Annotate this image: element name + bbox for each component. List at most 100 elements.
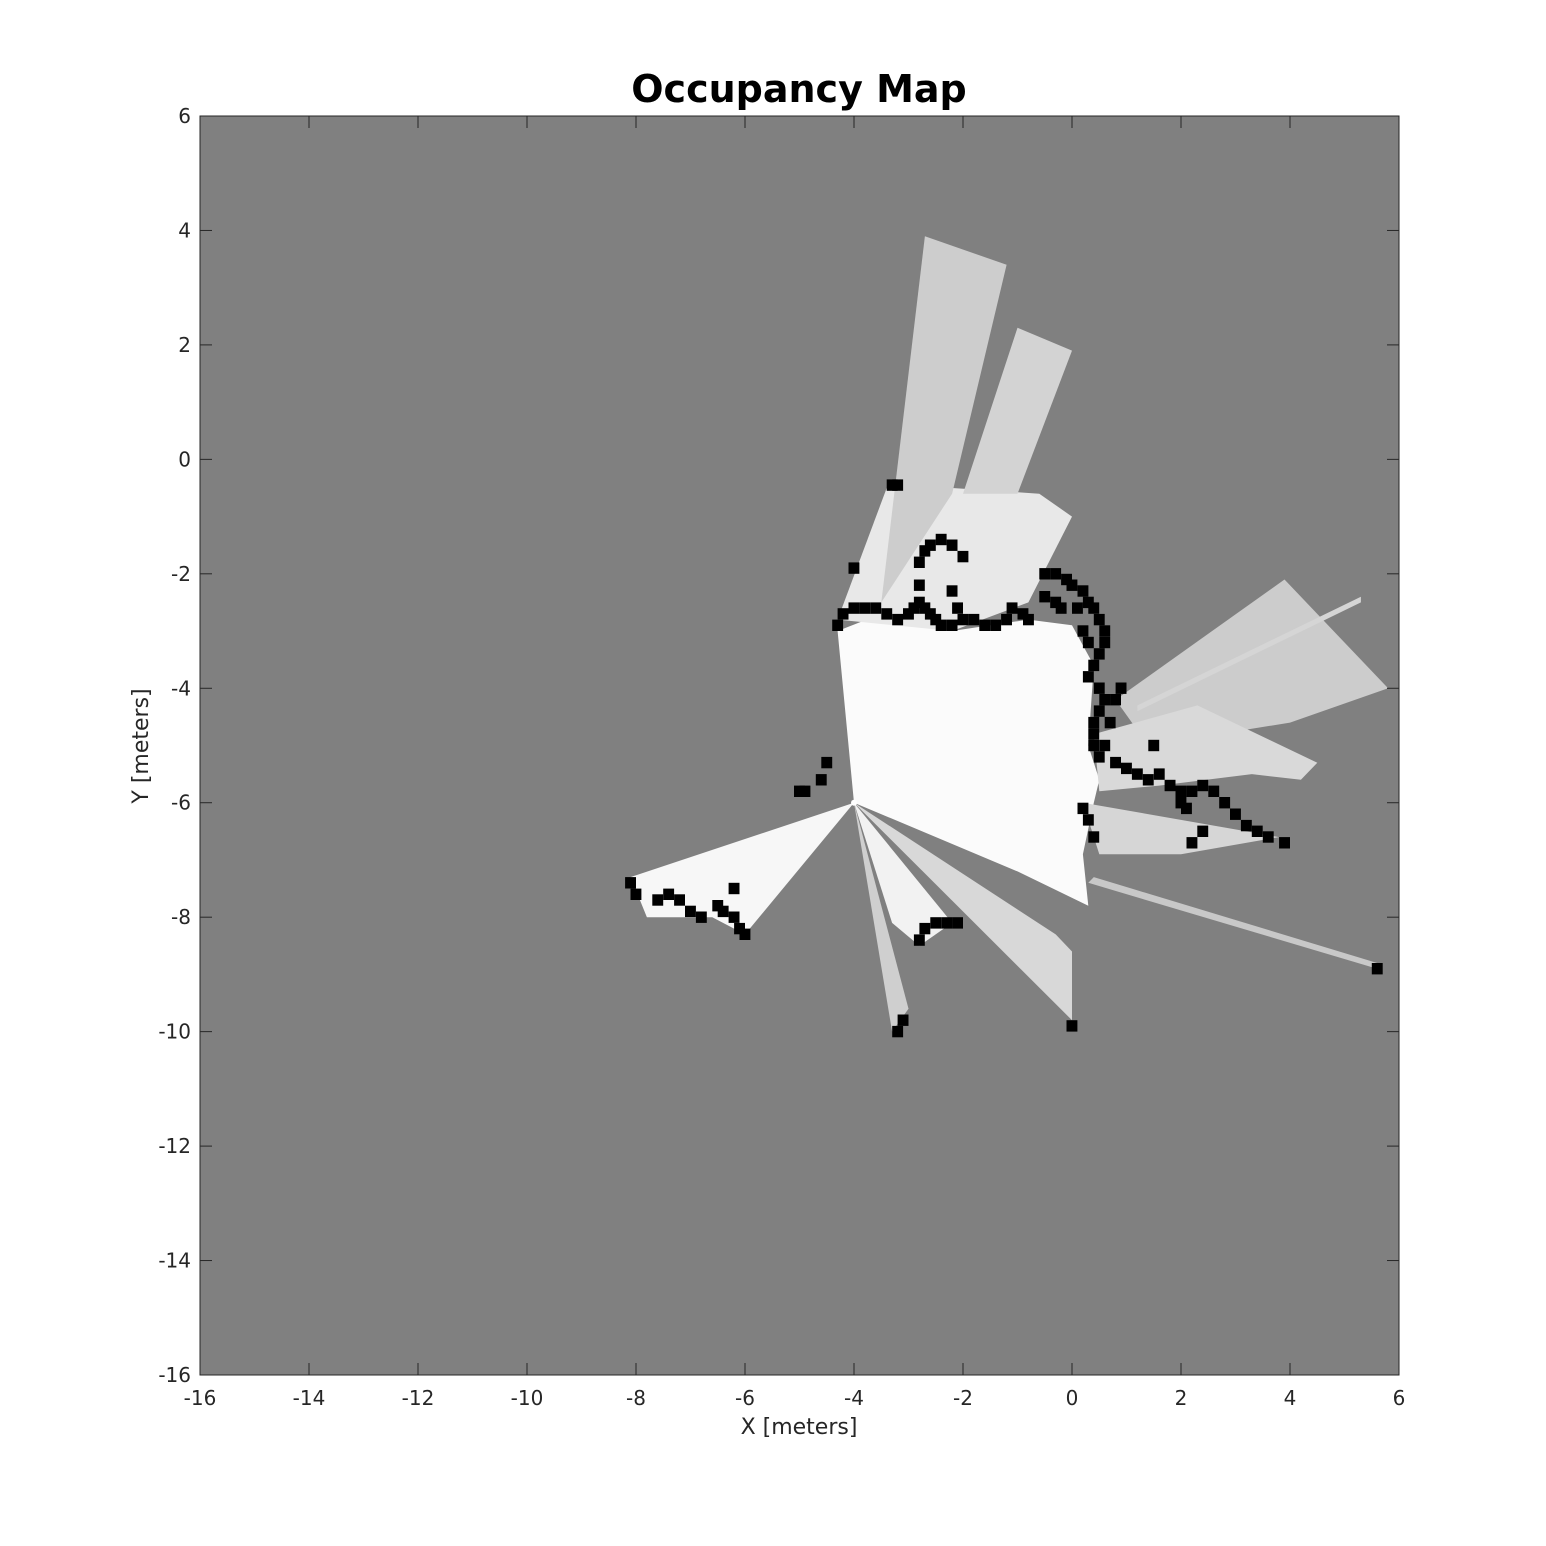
occupied-cell — [1088, 728, 1100, 740]
y-tick-label: -16 — [158, 1363, 191, 1387]
occupied-cell — [1066, 579, 1078, 591]
occupied-cell — [941, 917, 953, 929]
occupied-cell — [1279, 837, 1290, 849]
x-axis-label: X [meters] — [741, 1415, 858, 1440]
occupied-cell — [837, 608, 849, 620]
y-tick-label: -2 — [171, 562, 191, 586]
occupied-cell — [952, 917, 963, 929]
occupied-cell — [1110, 756, 1121, 769]
occupied-cell — [903, 608, 914, 620]
occupied-cell — [674, 894, 685, 906]
occupied-cell — [630, 888, 642, 900]
occupied-cell — [1110, 694, 1121, 706]
occupied-cell — [794, 785, 805, 797]
free-region-left-wedge — [630, 802, 854, 935]
occupied-cell — [1039, 591, 1051, 603]
occupied-cell — [1121, 762, 1132, 775]
x-tick-label: -12 — [402, 1386, 435, 1410]
free-region-east-fan-3 — [1082, 802, 1280, 855]
occupied-cell — [913, 596, 925, 609]
y-tick-label: 0 — [178, 447, 191, 471]
occupied-cell — [946, 585, 958, 597]
occupied-cell — [1001, 613, 1012, 626]
occupied-cell — [1371, 963, 1383, 975]
y-tick-label: -14 — [158, 1249, 191, 1273]
x-tick-label: -10 — [511, 1386, 544, 1410]
occupied-cell — [652, 894, 664, 906]
sensor-origin — [851, 799, 857, 806]
free-region-east-fan-2 — [1093, 705, 1318, 792]
occupied-cell — [1153, 768, 1165, 780]
occupied-cell — [946, 539, 958, 551]
x-tick-label: -8 — [626, 1386, 646, 1410]
free-region-lower-ray-2 — [854, 802, 1072, 1021]
occupied-cell — [919, 602, 931, 614]
occupied-cell — [815, 774, 827, 786]
free-region-lower-ray-1 — [854, 802, 909, 1032]
occupied-cell — [685, 905, 696, 918]
occupied-cell — [1251, 825, 1263, 837]
occupied-cell — [1039, 568, 1051, 580]
occupied-cell — [1017, 608, 1029, 620]
y-tick-label: 2 — [178, 333, 191, 357]
occupied-cell — [821, 756, 833, 769]
y-axis-label: Y [meters] — [129, 688, 154, 804]
occupied-cell — [1082, 671, 1094, 683]
occupied-cell — [1131, 768, 1143, 780]
occupied-cell — [1175, 785, 1187, 797]
free-region-east-ray-up — [1137, 596, 1361, 712]
y-tick-label: -10 — [158, 1020, 191, 1044]
occupied-cell — [1082, 814, 1094, 826]
occupied-cell — [1208, 785, 1220, 797]
occupied-cell — [1055, 602, 1067, 614]
occupied-cell — [913, 556, 925, 568]
occupied-cell — [739, 928, 751, 940]
occupied-cell — [952, 602, 963, 614]
occupied-cell — [957, 550, 969, 563]
occupied-cell — [1023, 613, 1034, 626]
occupied-cell — [1142, 774, 1154, 786]
occupied-cell — [1186, 837, 1198, 849]
occupied-cell — [1006, 602, 1018, 614]
occupied-cell — [919, 922, 931, 935]
occupied-cell — [892, 1025, 904, 1038]
occupied-cell — [968, 613, 980, 626]
occupied-cell — [957, 613, 969, 626]
map-layer — [625, 236, 1389, 1038]
occupied-cell — [1148, 739, 1160, 752]
occupied-cell — [1186, 785, 1198, 797]
y-tick-label: -8 — [171, 905, 191, 929]
occupied-cell — [1077, 802, 1089, 815]
occupied-cell — [870, 602, 882, 614]
occupied-cell — [1181, 802, 1192, 815]
occupied-cell — [935, 533, 947, 546]
occupied-cell — [897, 1014, 909, 1026]
occupied-cell — [1197, 779, 1209, 792]
occupied-cell — [1175, 797, 1187, 809]
occupied-cell — [625, 877, 636, 889]
occupied-cell — [695, 911, 707, 923]
occupied-cell — [919, 545, 931, 557]
occupied-cell — [832, 619, 844, 631]
x-tick-label: 2 — [1175, 1386, 1188, 1410]
occupied-cell — [1088, 739, 1100, 752]
occupied-cell — [1088, 831, 1100, 843]
occupied-cell — [1093, 682, 1105, 694]
occupied-cell — [1050, 596, 1062, 609]
occupied-cell — [1240, 819, 1252, 832]
occupied-cell — [1093, 705, 1105, 717]
occupied-cell — [1262, 831, 1274, 843]
occupied-cell — [848, 602, 860, 614]
occupied-cell — [1077, 585, 1089, 597]
occupied-cell — [859, 602, 871, 614]
occupied-cell — [1082, 636, 1094, 649]
occupied-cell — [1093, 613, 1105, 626]
x-tick-label: 0 — [1066, 1386, 1079, 1410]
occupied-cell — [913, 579, 925, 591]
occupied-cell — [663, 888, 675, 900]
occupied-cell — [935, 619, 947, 631]
x-tick-label: -2 — [953, 1386, 973, 1410]
occupied-cell — [1066, 1020, 1078, 1032]
chart-title: Occupancy Map — [631, 67, 967, 111]
